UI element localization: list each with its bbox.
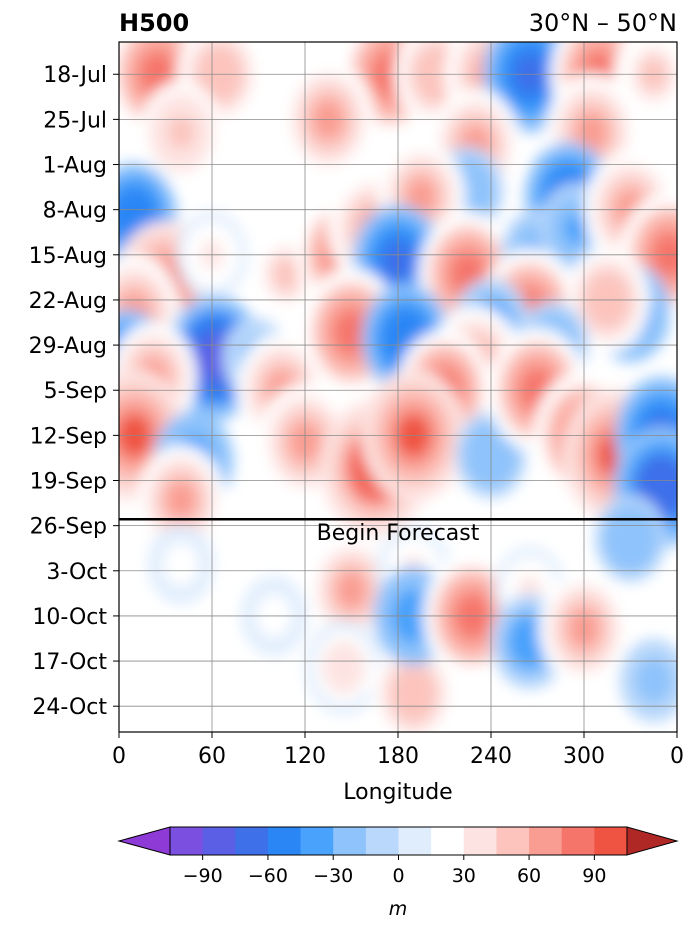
colorbar-swatch-13 [594,827,628,855]
colorbar: −90 −60 −30 0 30 60 90 [117,826,679,887]
x-tick-label-3: 180 [377,744,419,769]
field-anomaly-9-level-3 [167,115,195,150]
y-tick-label-4: 15-Aug [29,244,107,269]
colorbar-swatch-4 [300,827,334,855]
field-anomaly-52-level-3 [645,467,677,507]
colorbar-tick-label-5: 60 [517,865,541,887]
colorbar-tick-label-6: 90 [582,865,606,887]
colorbar-tick-label-1: −60 [248,865,288,887]
chart-title-right: 30°N – 50°N [529,9,677,37]
colorbar-tick-label-2: −30 [313,865,353,887]
field-anomaly-32-level-3 [334,311,369,354]
field-anomaly-56-level-3 [170,551,192,578]
y-tick-label-6: 29-Aug [29,334,107,359]
forecast-label: Begin Forecast [317,521,480,546]
x-tick-label-4: 240 [470,744,512,769]
field-anomaly-54-level-3 [618,524,643,553]
field-anomaly-58-level-3 [331,651,357,684]
y-tick-label-10: 26-Sep [30,515,107,540]
colorbar-extend-min [117,826,171,856]
x-tick-label-2: 120 [284,744,326,769]
x-tick-label-1: 60 [198,744,226,769]
colorbar-swatch-10 [496,827,530,855]
colorbar-swatch-9 [463,827,498,855]
y-tick-label-12: 10-Oct [32,605,107,630]
colorbar-label: m [389,898,408,920]
field-anomaly-59-level-3 [399,675,428,711]
field-anomaly-37-level-3 [198,337,232,379]
colorbar-swatch-8 [431,827,465,855]
colorbar-swatch-12 [561,827,595,855]
colorbar-tick-label-4: 30 [452,865,476,887]
field-anomaly-53-level-3 [166,481,196,518]
y-tick-label-5: 22-Aug [29,289,107,314]
y-tick-label-14: 24-Oct [32,695,107,720]
colorbar-swatch-6 [365,827,400,855]
field-anomaly-64-level-3 [517,626,543,658]
x-tick-label-5: 300 [563,744,605,769]
colorbar-extend-max [626,826,679,856]
y-tick-label-2: 1-Aug [43,154,107,179]
colorbar-swatch-11 [529,827,563,855]
field-anomaly-21-level-3 [406,178,436,215]
grid-lines [119,42,677,732]
colorbar-swatch-5 [333,827,367,855]
x-axis-label: Longitude [343,780,452,805]
colorbar-tick-label-3: 0 [392,865,404,887]
y-tick-label-1: 25-Jul [43,108,107,133]
field-anomaly-66-level-3 [642,666,666,695]
y-tick-label-13: 17-Oct [32,650,107,675]
field-anomaly-57-level-3 [337,572,366,609]
x-axis: 0 60 120 180 240 300 0 [112,732,684,769]
y-tick-label-11: 3-Oct [46,560,107,585]
colorbar-tick-label-0: −90 [183,865,223,887]
y-tick-label-3: 8-Aug [43,199,107,224]
chart-title-left: H500 [119,9,189,37]
colorbar-swatch-3 [267,827,302,855]
field-anomaly-18-level-3 [273,257,300,291]
x-tick-label-6: 0 [670,744,684,769]
colorbar-swatch-1 [202,827,236,855]
y-tick-label-0: 18-Jul [43,63,107,88]
y-tick-label-9: 19-Sep [30,470,107,495]
colorbar-swatch-2 [235,827,269,855]
field-anomaly-13-level-3 [120,198,149,234]
y-tick-label-7: 5-Sep [44,379,107,404]
colorbar-swatch-0 [170,827,204,855]
y-axis: 18-Jul 25-Jul 1-Aug 8-Aug 15-Aug 22-Aug 29-Aug… [29,63,119,720]
x-tick-label-0: 0 [112,744,126,769]
colorbar-swatch-7 [398,827,432,855]
field-anomaly-25-level-3 [564,214,589,244]
y-tick-label-8: 12-Sep [30,424,107,449]
